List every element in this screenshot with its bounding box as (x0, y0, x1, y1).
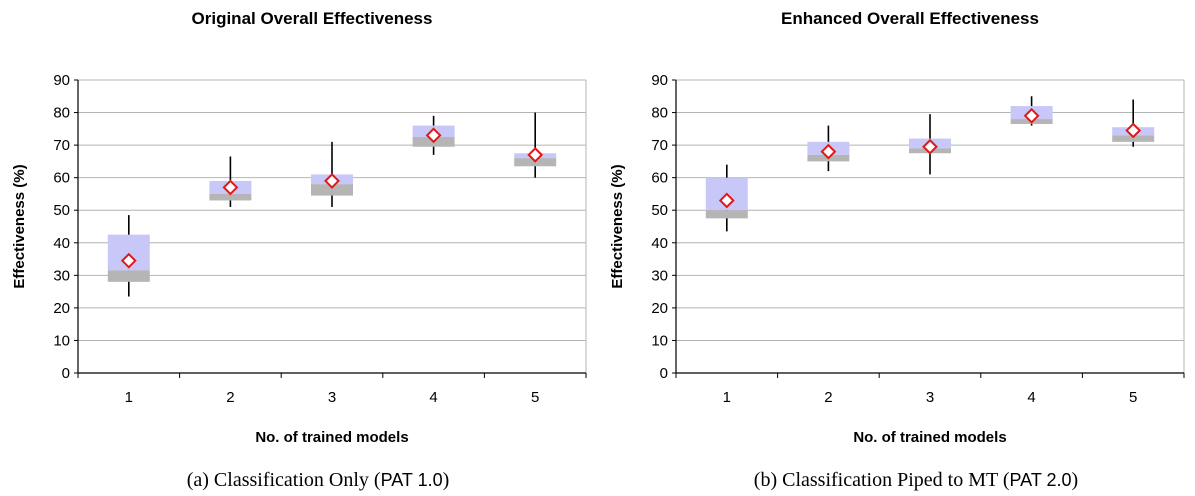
mean-marker (1125, 122, 1142, 139)
y-tick-label: 0 (660, 365, 668, 382)
x-tick-label: 1 (125, 389, 133, 406)
box-lower (107, 270, 150, 282)
y-tick-label: 60 (651, 170, 668, 187)
y-axis-title: Effectiveness (%) (11, 164, 28, 288)
y-tick-label: 30 (53, 267, 70, 284)
chart-title: Original Overall Effectiveness (192, 9, 433, 28)
x-axis-title: No. of trained models (255, 429, 408, 446)
box-lower (705, 210, 748, 219)
mean-marker (1023, 107, 1040, 124)
mean-marker (425, 127, 442, 144)
box-plot-original: Original Overall Effectiveness 0 10 20 30 40 5… (11, 9, 587, 491)
figure-caption: (b) Classification Piped to MT (PAT 2.0) (754, 469, 1078, 491)
x-tick-label: 2 (226, 389, 234, 406)
y-tick-label: 10 (651, 332, 668, 349)
x-tick-label: 2 (824, 389, 832, 406)
y-tick-label: 60 (53, 170, 70, 187)
caption-suffix: ) (443, 469, 450, 491)
y-tick-label: 90 (651, 72, 668, 89)
y-axis-title: Effectiveness (%) (609, 164, 626, 288)
figure-caption: (a) Classification Only (PAT 1.0) (187, 469, 450, 491)
y-tick-label: 40 (651, 235, 668, 252)
x-tick-label: 4 (1027, 389, 1035, 406)
x-tick-label: 5 (531, 389, 539, 406)
box-plot-enhanced: Enhanced Overall Effectiveness 0 10 20 30 40 5… (609, 9, 1185, 491)
y-tick-label: 40 (53, 235, 70, 252)
y-tick-label: 10 (53, 332, 70, 349)
x-tick-label: 5 (1129, 389, 1137, 406)
mean-marker (922, 138, 938, 155)
chart-panel-b: Enhanced Overall Effectiveness 0 10 20 30 40 5… (598, 0, 1195, 496)
box-lower (209, 193, 252, 201)
y-tick-label: 80 (53, 105, 70, 122)
caption-code: PAT 1.0 (381, 470, 443, 490)
chart-title: Enhanced Overall Effectiveness (781, 9, 1039, 28)
caption-prefix: (b) Classification Piped to MT ( (754, 469, 1010, 491)
mean-marker (120, 252, 137, 269)
y-tick-label: 50 (53, 202, 70, 219)
x-tick-label: 3 (328, 389, 336, 406)
x-tick-label: 3 (926, 389, 934, 406)
box-lower (311, 184, 353, 196)
caption-suffix: ) (1072, 469, 1079, 491)
y-tick-label: 50 (651, 202, 668, 219)
mean-marker (222, 179, 239, 196)
mean-marker (718, 192, 735, 209)
y-tick-label: 30 (651, 267, 668, 284)
y-tick-label: 80 (651, 105, 668, 122)
x-tick-label: 1 (723, 389, 731, 406)
box-lower (1112, 135, 1155, 142)
mean-marker (527, 146, 544, 163)
chart-panel-a: Original Overall Effectiveness 0 10 20 30 40 5… (0, 0, 597, 496)
x-axis-title: No. of trained models (853, 429, 1006, 446)
y-tick-label: 20 (53, 300, 70, 317)
mean-marker (820, 143, 837, 160)
mean-marker (324, 173, 340, 189)
y-tick-label: 0 (62, 365, 70, 382)
caption-prefix: (a) Classification Only ( (187, 469, 381, 491)
y-tick-label: 20 (651, 300, 668, 317)
x-tick-label: 4 (429, 389, 437, 406)
y-tick-label: 70 (651, 137, 668, 154)
caption-code: PAT 2.0 (1010, 470, 1072, 490)
y-tick-label: 70 (53, 137, 70, 154)
y-tick-label: 90 (53, 72, 70, 89)
